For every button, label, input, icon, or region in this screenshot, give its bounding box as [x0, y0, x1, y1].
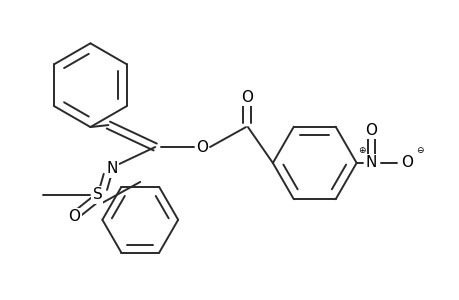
Text: N: N — [106, 161, 118, 176]
Text: O: O — [196, 140, 207, 154]
Text: O: O — [365, 123, 377, 138]
Text: O: O — [241, 90, 252, 105]
Text: ⊕: ⊕ — [357, 146, 364, 155]
Text: O: O — [68, 209, 80, 224]
Text: ⊖: ⊖ — [415, 146, 422, 155]
Text: N: N — [365, 155, 376, 170]
Text: S: S — [92, 188, 102, 202]
Text: O: O — [401, 155, 413, 170]
